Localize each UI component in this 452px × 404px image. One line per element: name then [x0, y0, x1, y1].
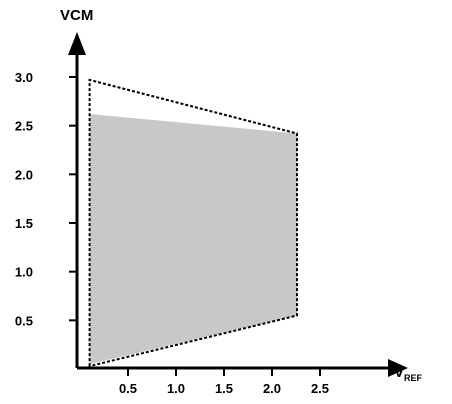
- x-tick-label: 1.0: [167, 381, 185, 396]
- y-tick-label: 1.0: [15, 265, 33, 280]
- x-axis-title-sub: REF: [404, 373, 423, 383]
- shaded-region: [89, 114, 297, 365]
- x-tick-label: 0.5: [119, 381, 137, 396]
- y-tick-label: 1.5: [15, 216, 33, 231]
- x-axis-arrow-icon: [388, 359, 408, 377]
- x-axis-title-main: V: [394, 364, 404, 381]
- y-tick-label: 0.5: [15, 313, 33, 328]
- y-tick-label: 2.5: [15, 119, 33, 134]
- y-tick-label: 3.0: [15, 70, 33, 85]
- x-tick-label: 2.0: [263, 381, 281, 396]
- y-tick-label: 2.0: [15, 167, 33, 182]
- dashed-boundary: [88, 78, 298, 368]
- x-tick-label: 1.5: [215, 381, 233, 396]
- y-ticks: 0.5 1.0 1.5 2.0 2.5 3.0: [15, 70, 77, 328]
- y-axis-title: VCM: [60, 7, 93, 24]
- x-ticks: 0.5 1.0 1.5 2.0 2.5: [119, 368, 329, 396]
- x-axis-title: VREF: [394, 364, 423, 383]
- y-axis-arrow-icon: [68, 32, 86, 55]
- x-tick-label: 2.5: [311, 381, 329, 396]
